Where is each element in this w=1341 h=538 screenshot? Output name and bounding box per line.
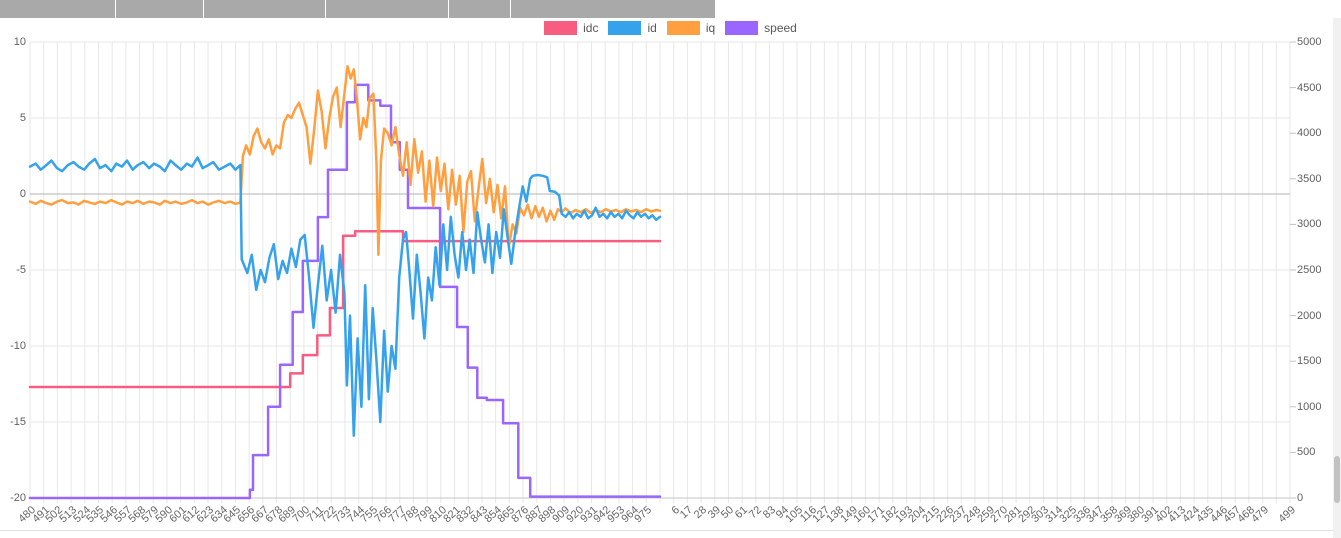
scrollbar-track[interactable] — [1333, 18, 1341, 538]
scrollbar-thumb[interactable] — [1334, 456, 1340, 503]
legend-swatch-idc — [544, 21, 578, 35]
right-axis-tick-label: 3000 — [1297, 218, 1322, 231]
left-axis-tick-label: 0 — [19, 188, 26, 200]
right-axis-tick-label: 1000 — [1297, 400, 1322, 413]
legend-label: iq — [705, 21, 716, 35]
legend-label: idc — [583, 21, 599, 35]
series-line-iq — [28, 65, 662, 257]
legend-label: id — [647, 21, 657, 35]
legend-swatch-speed — [725, 21, 759, 35]
legend-swatch-id — [608, 21, 642, 35]
left-axis-tick-label: -5 — [16, 264, 26, 276]
legend-item-id[interactable]: id — [608, 21, 657, 35]
right-axis-tick-label: 2000 — [1297, 309, 1322, 322]
series-line-id — [28, 156, 662, 437]
toolbar-segment-2[interactable] — [116, 0, 203, 18]
toolbar-strip — [0, 0, 715, 18]
legend-item-speed[interactable]: speed — [725, 21, 797, 35]
toolbar-segment-1[interactable] — [0, 0, 115, 18]
legend-item-idc[interactable]: idc — [544, 21, 598, 35]
right-axis-tick-label: 3500 — [1297, 172, 1322, 185]
left-axis-tick-label: 5 — [19, 112, 26, 124]
left-axis-tick-label: -20 — [10, 492, 26, 504]
right-axis-tick-label: 0 — [1297, 492, 1304, 504]
left-axis-tick-label: 10 — [13, 36, 26, 48]
chart-legend: idc id iq speed — [0, 17, 1341, 39]
right-axis-tick-label: 4000 — [1297, 127, 1322, 140]
legend-label: speed — [764, 21, 797, 35]
right-axis-tick-label: 4500 — [1297, 81, 1322, 94]
series-line-speed — [28, 83, 662, 500]
left-axis-tick-label: -15 — [10, 416, 26, 428]
bottom-divider — [0, 530, 1341, 531]
left-axis-tick-label: -10 — [10, 340, 26, 352]
right-axis-tick-label: 500 — [1297, 446, 1316, 459]
right-axis-tick-label: 2500 — [1297, 264, 1322, 276]
toolbar-segment-5[interactable] — [449, 0, 510, 18]
toolbar-segment-3[interactable] — [204, 0, 325, 18]
right-axis-tick-label: 1500 — [1297, 355, 1322, 368]
toolbar-segment-6[interactable] — [511, 0, 715, 18]
toolbar-segment-4[interactable] — [326, 0, 448, 18]
right-axis-tick-label: 5000 — [1297, 36, 1322, 48]
legend-swatch-iq — [666, 21, 700, 35]
legend-item-iq[interactable]: iq — [666, 21, 716, 35]
